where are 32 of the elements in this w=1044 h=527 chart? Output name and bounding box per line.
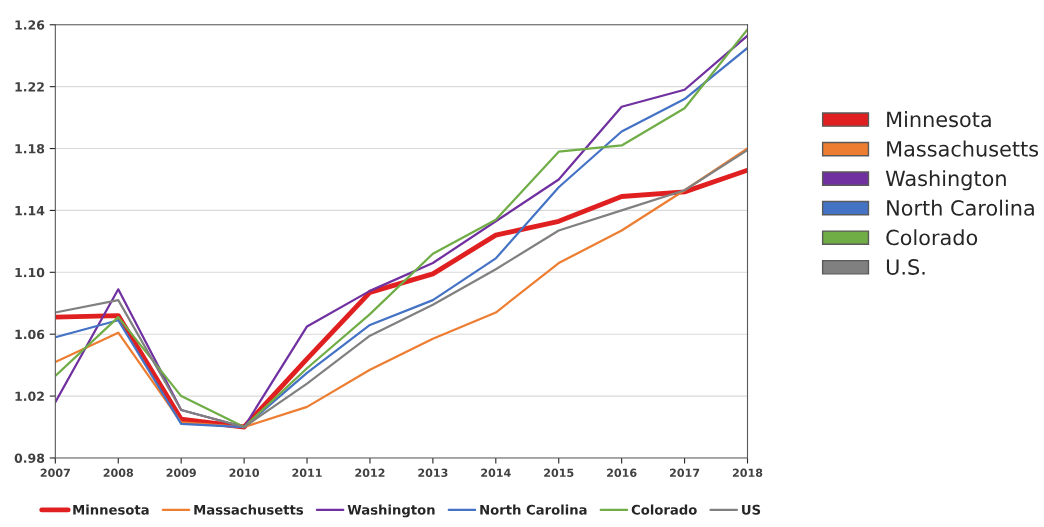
- y-tick-label: 0.98: [14, 453, 45, 463]
- x-tick-label: 2014: [481, 468, 511, 477]
- y-tick-label: 1.14: [15, 206, 45, 216]
- x-tick-label: 2016: [607, 468, 637, 477]
- x-tick-label: 2017: [670, 468, 700, 477]
- x-tick-label: 2008: [103, 468, 134, 477]
- text: Washington: [885, 170, 1006, 191]
- y-tick-label: 1.10: [15, 267, 45, 278]
- x-tick-label: 2010: [229, 468, 260, 477]
- x-tick-label: 2015: [544, 468, 574, 477]
- text: Colorado: [886, 229, 978, 246]
- text: Minnesota: [887, 111, 991, 128]
- y-tick-label: 1.18: [15, 144, 45, 154]
- legend-label: US: [742, 504, 761, 515]
- legend-label: Colorado: [631, 504, 697, 515]
- legend-label: Minnesota: [73, 504, 149, 515]
- text: North Carolina: [887, 199, 1034, 216]
- x-tick-label: 2009: [166, 468, 196, 477]
- x-tick-label: 2012: [355, 468, 385, 477]
- legend-label: North Carolina: [480, 504, 587, 515]
- text: U.S.: [886, 259, 925, 275]
- text: Massachusetts: [887, 140, 1039, 157]
- x-tick-label: 2013: [418, 468, 448, 477]
- y-tick-label: 1.22: [15, 82, 44, 92]
- y-tick-label: 1.26: [15, 20, 45, 30]
- y-tick-label: 1.02: [15, 391, 44, 401]
- x-tick-label: 2018: [732, 468, 763, 477]
- legend-label: Massachusetts: [194, 504, 304, 515]
- x-tick-label: 2011: [292, 468, 322, 477]
- legend-label: Washington: [347, 504, 435, 518]
- x-tick-label: 2007: [40, 468, 70, 477]
- y-tick-label: 1.06: [15, 329, 45, 340]
